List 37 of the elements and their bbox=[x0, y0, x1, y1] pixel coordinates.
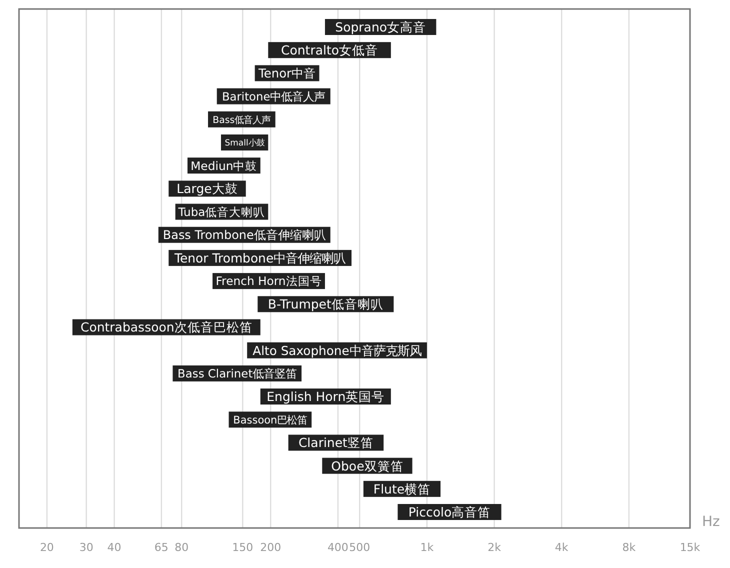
x-tick-label: 1k bbox=[420, 541, 434, 554]
y-tick-label: French Horn法国号 bbox=[216, 274, 322, 288]
y-tick-label: Oboe双簧笛 bbox=[331, 458, 404, 474]
y-tick-label: Large大鼓 bbox=[176, 181, 238, 196]
y-tick-label: English Horn英国号 bbox=[266, 389, 385, 404]
x-tick-label: 80 bbox=[174, 541, 189, 554]
x-tick-label: 2k bbox=[488, 541, 502, 554]
y-tick-label: Alto Saxophone中音萨克斯风 bbox=[252, 344, 422, 358]
x-tick-label: 400 bbox=[327, 541, 348, 554]
y-tick-label: Small小鼓 bbox=[224, 138, 264, 148]
y-tick-label: Tenor Trombone中音伸缩喇叭 bbox=[174, 250, 346, 266]
y-tick-label: Piccolo高音笛 bbox=[408, 504, 491, 520]
y-tick-label: Bass低音人声 bbox=[212, 114, 271, 126]
x-tick-label: 20 bbox=[40, 541, 54, 554]
x-tick-label: 150 bbox=[232, 541, 254, 554]
y-tick-label: Soprano女高音 bbox=[335, 20, 426, 34]
y-tick-label: Mediun中鼓 bbox=[190, 158, 258, 173]
x-tick-label: 8k bbox=[622, 541, 636, 554]
y-tick-label: Bass Clarinet低音竖笛 bbox=[178, 366, 297, 381]
y-tick-label: Clarinet竖笛 bbox=[298, 435, 374, 450]
y-tick-label: Contralto女低音 bbox=[281, 42, 378, 58]
x-tick-label: 30 bbox=[79, 541, 94, 554]
x-tick-label: 4k bbox=[554, 541, 569, 554]
x-tick-label: 500 bbox=[349, 541, 370, 554]
x-tick-label: 65 bbox=[154, 541, 168, 554]
y-tick-label: B-Trumpet低音喇叭 bbox=[268, 296, 384, 312]
x-tick-label: 15k bbox=[680, 541, 701, 554]
x-tick-label: 40 bbox=[107, 541, 122, 554]
y-tick-label: Contrabassoon次低音巴松笛 bbox=[80, 320, 252, 335]
y-tick-label: Flute横笛 bbox=[373, 481, 431, 496]
x-tick-label: 200 bbox=[260, 541, 282, 554]
y-tick-label: Tenor中音 bbox=[258, 66, 316, 81]
y-tick-label: Baritone中低音人声 bbox=[222, 89, 326, 104]
y-tick-label: Bassoon巴松笛 bbox=[233, 414, 308, 426]
y-tick-label: Tuba低音大喇叭 bbox=[177, 204, 266, 219]
y-tick-label: Bass Trombone低音伸缩喇叭 bbox=[162, 228, 326, 242]
x-axis-title: Hz bbox=[702, 514, 720, 530]
